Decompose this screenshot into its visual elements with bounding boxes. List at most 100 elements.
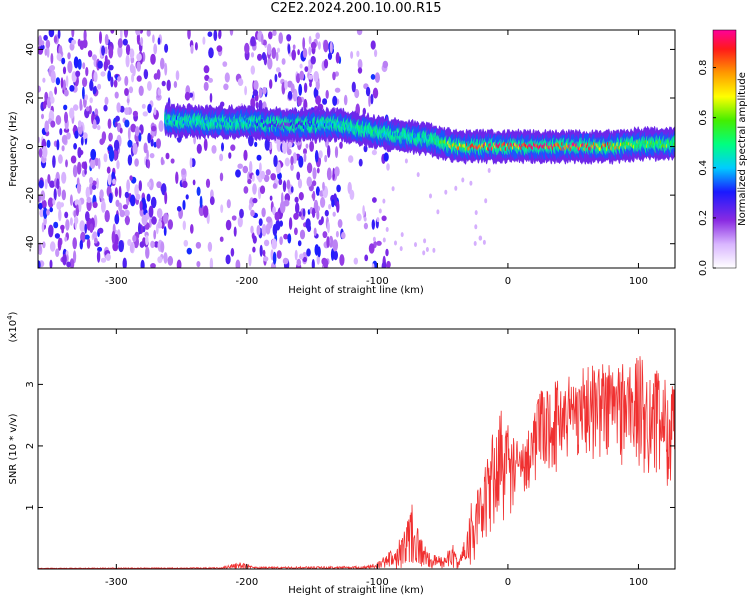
spectrogram-cell: [127, 154, 133, 166]
spectrogram-cell: [58, 154, 63, 164]
spectrogram-cell: [265, 223, 271, 235]
spectrogram-cell: [239, 208, 244, 219]
spectrogram-cell: [303, 148, 307, 155]
spectrogram-cell: [79, 239, 84, 250]
spectrogram-cell: [147, 132, 151, 144]
spectrogram-cell: [194, 42, 198, 51]
spectrogram-cell: [250, 225, 254, 234]
spectrogram-cell: [184, 91, 191, 101]
spectrogram-x-tick-label: 100: [629, 276, 648, 287]
spectrogram-cell: [315, 32, 321, 40]
spectrogram-cell: [73, 250, 77, 264]
spectrogram-cell: [157, 220, 163, 229]
colorbar-gradient: [712, 29, 737, 269]
spectrogram-cell: [334, 87, 341, 93]
spectrogram-cell: [382, 198, 386, 204]
spectrogram-cell: [45, 39, 51, 49]
spectrogram-cell: [104, 96, 109, 106]
spectrogram-cell: [38, 136, 41, 144]
spectrogram-cell: [386, 163, 390, 171]
spectrogram-cell: [130, 123, 137, 133]
spectrogram-cell: [196, 186, 201, 196]
spectrogram-cell: [332, 71, 336, 81]
spectrogram-cell: [339, 141, 343, 149]
spectrogram-cell: [371, 149, 377, 156]
spectrogram-cell: [313, 199, 319, 213]
spectrogram-cell: [164, 191, 168, 205]
spectrogram-cell: [203, 205, 209, 218]
spectrogram-cell: [287, 141, 293, 148]
spectrogram-cell: [56, 201, 62, 210]
spectrogram-cell: [65, 159, 68, 168]
spectrogram-cell: [124, 88, 129, 96]
spectrogram-cell: [56, 139, 60, 151]
spectrogram-cell: [147, 181, 152, 188]
spectrogram-cell: [40, 40, 45, 46]
spectrogram-cell: [38, 147, 43, 158]
spectrogram-cell: [296, 258, 302, 267]
spectrogram-cell: [89, 177, 94, 184]
spectrogram-cell: [107, 118, 112, 129]
spectrogram-cell: [259, 162, 262, 173]
spectrogram-cell: [104, 210, 110, 223]
spectrogram-cell: [52, 198, 56, 206]
spectrogram-cell: [116, 160, 120, 170]
spectrogram-cell: [317, 41, 321, 50]
snr-x-tick-label: 0: [505, 577, 511, 588]
spectrogram-cell: [46, 209, 50, 216]
spectrogram-cell: [38, 260, 41, 268]
spectrogram-y-tick-label: -20: [25, 187, 36, 203]
spectrogram-cell: [354, 88, 360, 99]
spectrogram-cell: [153, 43, 158, 55]
spectrogram-cell: [44, 91, 49, 102]
spectrogram-cell: [151, 125, 157, 132]
spectrogram-cell: [113, 79, 118, 88]
spectrogram-cell: [364, 254, 369, 262]
spectrogram-cell: [147, 103, 152, 114]
spectrogram-cell: [385, 227, 389, 232]
spectrogram-cell: [146, 149, 149, 160]
spectrogram-cell: [77, 147, 82, 159]
spectrogram-cell: [89, 223, 94, 234]
spectrogram-cell: [288, 217, 293, 230]
spectrogram-cell: [482, 239, 486, 245]
spectrogram-cell: [38, 179, 44, 189]
spectrogram-cell: [164, 62, 168, 76]
spectrogram-cell: [298, 211, 302, 217]
colorbar-tick-label: 0.8: [698, 60, 709, 76]
spectrogram-cell: [47, 197, 54, 208]
spectrogram-cell: [381, 261, 387, 268]
spectrogram-cell: [374, 72, 380, 83]
spectrogram-cell: [163, 212, 169, 224]
spectrogram-cell: [89, 158, 96, 169]
spectrogram-cell: [129, 48, 135, 59]
spectrogram-cell: [98, 227, 104, 234]
spectrogram-cell: [203, 81, 209, 91]
spectrogram-cell: [77, 120, 82, 128]
spectrogram-cell: [145, 246, 150, 259]
spectrogram-cell: [316, 210, 320, 220]
spectrogram-cell: [146, 193, 151, 202]
spectrogram-cell: [82, 132, 88, 140]
spectrogram-cell: [299, 253, 304, 260]
spectrogram-cell: [298, 83, 303, 96]
spectrogram-cell: [294, 249, 298, 261]
spectrogram-cell: [382, 237, 386, 243]
spectrogram-cell: [61, 227, 64, 234]
spectrogram-cell: [294, 227, 298, 236]
spectrogram-cell: [237, 216, 243, 228]
spectrogram-cell: [50, 96, 55, 104]
spectrogram-cell: [141, 214, 148, 226]
spectrogram-cell: [91, 184, 97, 190]
spectrogram-cell: [70, 155, 77, 164]
spectrogram-cell: [308, 59, 312, 67]
spectrogram-cell: [176, 206, 182, 212]
spectrogram-cell: [61, 189, 66, 201]
spectrogram-cell: [263, 174, 270, 183]
spectrogram-cell: [282, 141, 288, 154]
spectrogram-cell: [192, 179, 196, 186]
spectrogram-cell: [283, 233, 289, 240]
spectrogram-cell: [132, 110, 138, 117]
spectrogram-cell: [265, 169, 271, 176]
